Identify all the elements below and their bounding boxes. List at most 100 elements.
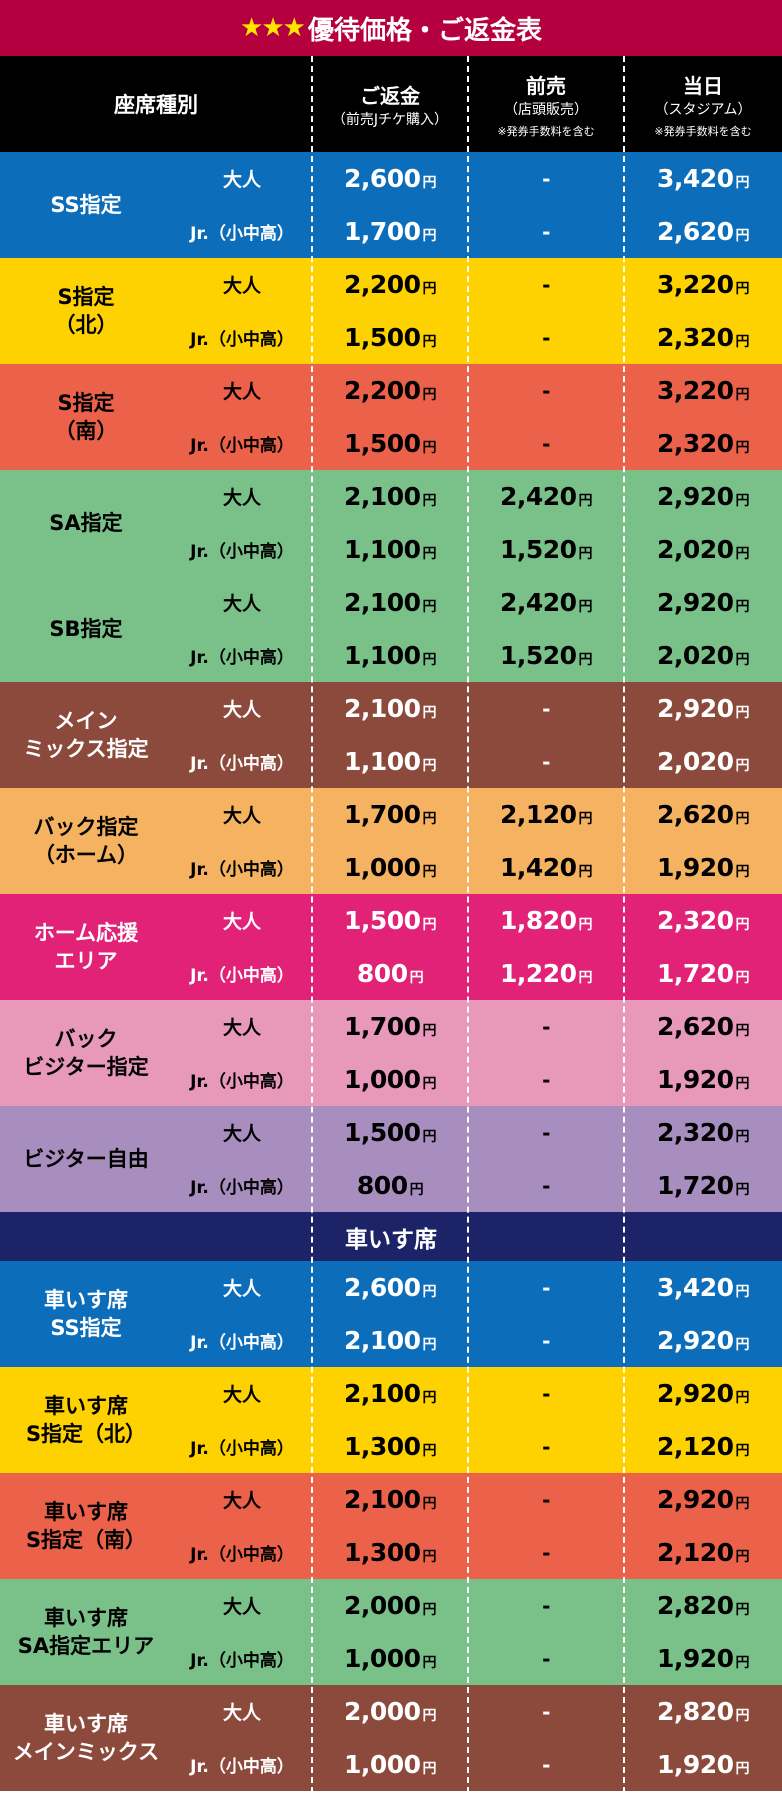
sameday-price-value: 2,820 (656, 1697, 734, 1726)
header-advance-note: ※発券手数料を含む (497, 124, 595, 138)
yen-unit: 円 (422, 1495, 437, 1512)
age-category: 大人 (222, 699, 261, 721)
yen-unit: 円 (735, 1283, 750, 1300)
advance-price-value: 1,220 (499, 959, 577, 988)
table-row: Jr.（小中高） 1,100 円 1,520 円 2,020 円 (0, 629, 782, 682)
sameday-price-value: 2,920 (656, 1379, 734, 1408)
refund-price: 2,100 円 (312, 576, 468, 629)
yen-unit: 円 (422, 757, 437, 774)
sameday-price: 1,920 円 (624, 1632, 782, 1685)
refund-price-value: 1,100 (343, 747, 421, 776)
sameday-price-value: 1,720 (656, 959, 734, 988)
sameday-price: 2,020 円 (624, 735, 782, 788)
table-row: Jr.（小中高） 1,700 円 -2,620 円 (0, 205, 782, 258)
table-row: 大人 1,700 円 2,120 円 2,620 円 (0, 788, 782, 841)
yen-unit: 円 (422, 916, 437, 933)
advance-not-available: - (542, 1646, 550, 1671)
yen-unit: 円 (422, 1283, 437, 1300)
star-icons: ★★★ (240, 13, 306, 43)
seat-type-label: SA指定 (49, 511, 123, 535)
seat-type-label: SB指定 (49, 617, 123, 641)
yen-unit: 円 (735, 227, 750, 244)
advance-not-available: - (542, 325, 550, 350)
refund-price: 800 円 (312, 947, 468, 1000)
sameday-price: 1,920 円 (624, 841, 782, 894)
sameday-price: 1,720 円 (624, 947, 782, 1000)
sameday-price-value: 2,020 (656, 535, 734, 564)
refund-price-value: 1,300 (343, 1538, 421, 1567)
seat-type-label: ビジター自由 (23, 1147, 149, 1171)
refund-price: 2,200 円 (312, 364, 468, 417)
seat-band: 車いす席 S指定（北） 大人 2,100 円 -2,920 円 Jr.（小中高） 1,300 円… (0, 1367, 782, 1473)
refund-price-value: 2,200 (343, 270, 421, 299)
refund-price: 1,700 円 (312, 1000, 468, 1053)
table-row: 大人 2,100 円 -2,920 円 (0, 1367, 782, 1420)
yen-unit: 円 (735, 969, 750, 986)
yen-unit: 円 (578, 863, 593, 880)
advance-price-value: 1,420 (499, 853, 577, 882)
column-header: 座席種別 ご返金 （前売Jチケ購入） 前売 （店頭販売） ※発券手数料を含む 当… (0, 56, 782, 152)
refund-price: 1,000 円 (312, 1632, 468, 1685)
age-category: 大人 (222, 1017, 261, 1039)
advance-not-available: - (542, 696, 550, 721)
refund-price-value: 1,700 (343, 217, 421, 246)
table-row: 大人 2,100 円 2,420 円 2,920 円 (0, 470, 782, 523)
sameday-price-value: 3,220 (656, 270, 734, 299)
sameday-price-value: 2,920 (656, 588, 734, 617)
yen-unit: 円 (735, 1336, 750, 1353)
seat-band: バック指定 （ホーム） 大人 1,700 円 2,120 円 2,620 円 Jr.（小中高） 1… (0, 788, 782, 894)
seat-band: 車いす席 SS指定 大人 2,600 円 -3,420 円 Jr.（小中高） 2,100 円 -2… (0, 1261, 782, 1367)
sameday-price-value: 2,920 (656, 1485, 734, 1514)
sameday-price-value: 2,820 (656, 1591, 734, 1620)
age-category: 大人 (222, 275, 261, 297)
refund-price-value: 2,600 (343, 1273, 421, 1302)
refund-price: 1,500 円 (312, 1106, 468, 1159)
sameday-price-value: 2,320 (656, 429, 734, 458)
sameday-price-value: 1,920 (656, 1750, 734, 1779)
table-row: Jr.（小中高） 800 円 -1,720 円 (0, 1159, 782, 1212)
refund-price: 1,500 円 (312, 417, 468, 470)
seat-band: 車いす席 メインミックス 大人 2,000 円 -2,820 円 Jr.（小中高） 1,000… (0, 1685, 782, 1791)
refund-price: 2,100 円 (312, 1367, 468, 1420)
sameday-price: 3,420 円 (624, 1261, 782, 1314)
advance-not-available: - (542, 219, 550, 244)
seat-type-label: メイン ミックス指定 (23, 709, 149, 761)
table-row: 大人 1,500 円 1,820 円 2,320 円 (0, 894, 782, 947)
yen-unit: 円 (422, 1336, 437, 1353)
sameday-price: 2,020 円 (624, 629, 782, 682)
sameday-price: 2,820 円 (624, 1685, 782, 1738)
sameday-price-value: 2,620 (656, 1012, 734, 1041)
advance-not-available: - (542, 1434, 550, 1459)
seat-band: メイン ミックス指定 大人 2,100 円 -2,920 円 Jr.（小中高） 1,100 円 -… (0, 682, 782, 788)
sameday-price: 2,120 円 (624, 1526, 782, 1579)
yen-unit: 円 (422, 439, 437, 456)
sameday-price-value: 2,920 (656, 1326, 734, 1355)
sameday-price: 3,420 円 (624, 152, 782, 205)
table-title: ★★★ 優待価格・ご返金表 (0, 0, 782, 56)
header-refund-sub: （前売Jチケ購入） (331, 111, 449, 128)
yen-unit: 円 (735, 704, 750, 721)
refund-price: 2,000 円 (312, 1579, 468, 1632)
yen-unit: 円 (735, 863, 750, 880)
refund-price-value: 1,000 (343, 1065, 421, 1094)
table-row: 大人 2,100 円 2,420 円 2,920 円 (0, 576, 782, 629)
sameday-price: 2,620 円 (624, 788, 782, 841)
yen-unit: 円 (735, 1495, 750, 1512)
age-category: 大人 (222, 911, 261, 933)
refund-price: 1,000 円 (312, 1053, 468, 1106)
yen-unit: 円 (735, 1442, 750, 1459)
refund-price-value: 1,100 (343, 535, 421, 564)
refund-price-value: 800 (356, 1171, 408, 1200)
yen-unit: 円 (735, 333, 750, 350)
refund-price: 1,000 円 (312, 841, 468, 894)
yen-unit: 円 (735, 386, 750, 403)
age-category: 大人 (222, 1490, 261, 1512)
refund-price: 2,000 円 (312, 1685, 468, 1738)
refund-price-value: 1,000 (343, 1644, 421, 1673)
yen-unit: 円 (422, 1707, 437, 1724)
yen-unit: 円 (422, 704, 437, 721)
yen-unit: 円 (422, 1128, 437, 1145)
refund-price-value: 1,100 (343, 641, 421, 670)
yen-unit: 円 (422, 1760, 437, 1777)
advance-not-available: - (542, 378, 550, 403)
